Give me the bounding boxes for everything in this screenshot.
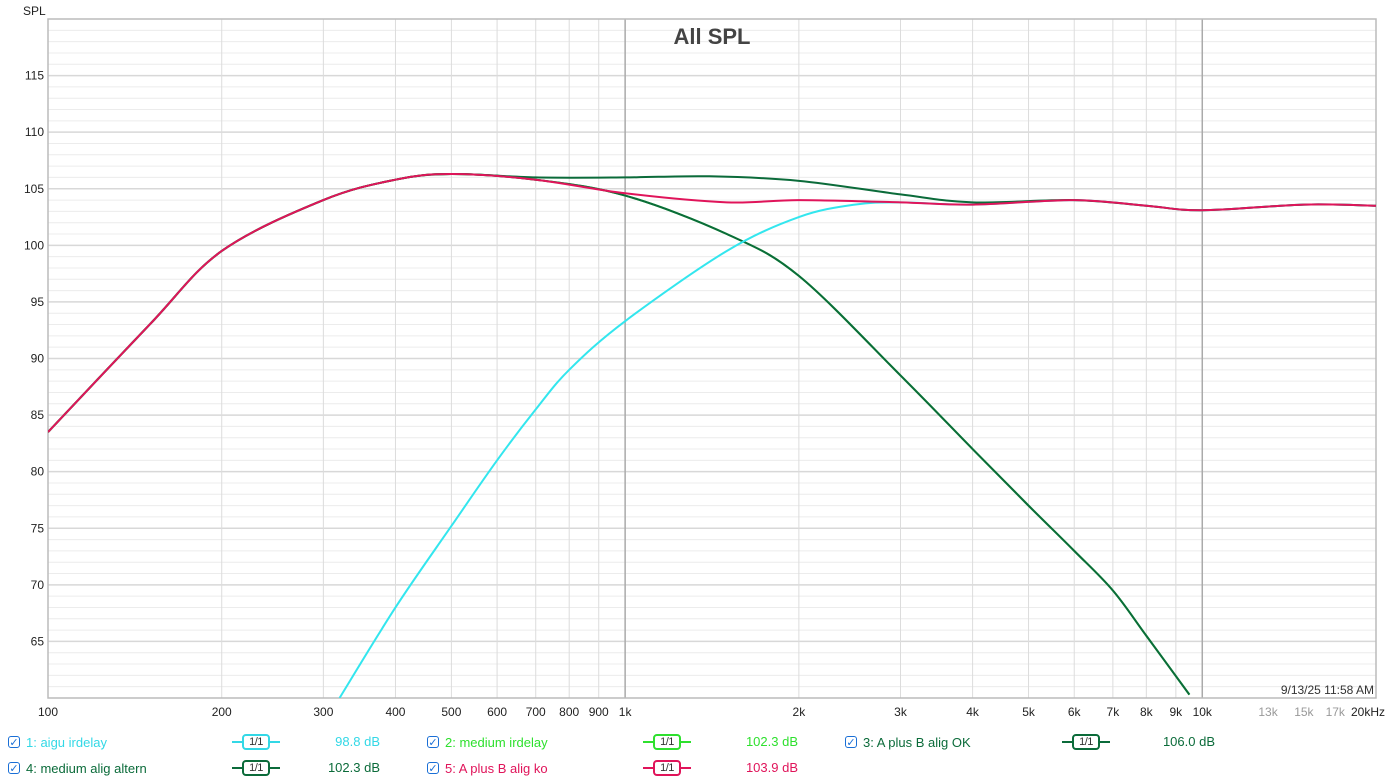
- x-tick-label: 8k: [1140, 705, 1154, 719]
- y-tick-label: 100: [24, 238, 44, 252]
- x-tick-label: 800: [559, 705, 579, 719]
- x-tick-label: 17k: [1326, 705, 1346, 719]
- smoothing-label: 1/1: [242, 734, 270, 750]
- legend-value: 98.8 dB: [335, 734, 380, 749]
- smoothing-button[interactable]: 1/1: [643, 758, 691, 778]
- legend-checkbox[interactable]: ✓: [845, 736, 857, 749]
- legend-label: 1: aigu irdelay: [26, 734, 107, 750]
- legend-checkbox[interactable]: ✓: [427, 736, 439, 749]
- smoothing-label: 1/1: [242, 760, 270, 776]
- x-tick-label: 1k: [619, 705, 633, 719]
- series-line: [48, 173, 1376, 433]
- y-tick-label: 80: [31, 465, 45, 479]
- smoothing-button[interactable]: 1/1: [232, 732, 280, 752]
- y-tick-label: 75: [31, 521, 45, 535]
- legend-item: ✓ 5: A plus B alig ko: [427, 758, 548, 778]
- x-tick-label: 600: [487, 705, 507, 719]
- curves: [48, 173, 1376, 698]
- line-swatch: [681, 741, 691, 743]
- legend-value: 102.3 dB: [327, 760, 380, 775]
- legend-value: 103.9 dB: [745, 760, 798, 775]
- y-tick-label: 85: [31, 408, 45, 422]
- x-tick-label: 5k: [1022, 705, 1036, 719]
- legend-label: 4: medium alig altern: [26, 760, 147, 776]
- x-tick-label: 3k: [894, 705, 908, 719]
- x-tick-label: 20kHz: [1351, 705, 1385, 719]
- grid: [47, 18, 1377, 699]
- plot-frame: [47, 18, 1377, 699]
- y-tick-label: 115: [25, 69, 44, 83]
- x-tick-label: 9k: [1170, 705, 1184, 719]
- smoothing-button[interactable]: 1/1: [1062, 732, 1110, 752]
- smoothing-label: 1/1: [653, 734, 681, 750]
- smoothing-button[interactable]: 1/1: [232, 758, 280, 778]
- line-swatch: [681, 767, 691, 769]
- x-tick-label: 400: [385, 705, 405, 719]
- smoothing-label: 1/1: [1072, 734, 1100, 750]
- x-tick-label: 2k: [793, 705, 807, 719]
- y-tick-label: 90: [31, 352, 45, 366]
- legend-label: 2: medium irdelay: [445, 734, 548, 750]
- y-tick-label: 65: [31, 634, 45, 648]
- y-axis-label: SPL: [23, 4, 46, 18]
- x-tick-label: 7k: [1107, 705, 1121, 719]
- legend-item: ✓ 3: A plus B alig OK: [845, 732, 971, 752]
- legend-value: 102.3 dB: [745, 734, 798, 749]
- legend-item: ✓ 2: medium irdelay: [427, 732, 548, 752]
- tick-labels: 65 70 75 80 85 90 95 100 105 110 115 100 200 300 400 50…: [24, 69, 1385, 719]
- y-tick-label: 110: [25, 125, 44, 139]
- line-swatch: [643, 767, 653, 769]
- legend-value: 106.0 dB: [1162, 734, 1215, 749]
- legend-label: 5: A plus B alig ko: [445, 760, 548, 776]
- legend-item: ✓ 4: medium alig altern: [8, 758, 147, 778]
- line-swatch: [1100, 741, 1110, 743]
- legend-checkbox[interactable]: ✓: [8, 762, 20, 775]
- line-swatch: [232, 741, 242, 743]
- legend-checkbox[interactable]: ✓: [427, 762, 439, 775]
- x-tick-label: 10k: [1193, 705, 1213, 719]
- y-tick-label: 95: [31, 295, 45, 309]
- line-swatch: [270, 741, 280, 743]
- line-swatch: [232, 767, 242, 769]
- x-tick-label: 15k: [1294, 705, 1314, 719]
- smoothing-button[interactable]: 1/1: [643, 732, 691, 752]
- series-line: [48, 173, 1376, 433]
- x-tick-label: 100: [38, 705, 58, 719]
- x-tick-label: 4k: [966, 705, 980, 719]
- x-tick-label: 200: [212, 705, 232, 719]
- timestamp: 9/13/25 11:58 AM: [1281, 683, 1374, 697]
- y-tick-label: 70: [31, 578, 45, 592]
- y-tick-label: 105: [24, 182, 44, 196]
- x-tick-label: 900: [589, 705, 609, 719]
- smoothing-label: 1/1: [653, 760, 681, 776]
- legend-item: ✓ 1: aigu irdelay: [8, 732, 107, 752]
- x-tick-label: 500: [441, 705, 461, 719]
- line-swatch: [643, 741, 653, 743]
- x-tick-label: 13k: [1258, 705, 1278, 719]
- x-tick-label: 6k: [1068, 705, 1082, 719]
- chart-title: All SPL: [673, 24, 750, 49]
- legend-label: 3: A plus B alig OK: [863, 734, 971, 750]
- legend-checkbox[interactable]: ✓: [8, 736, 20, 749]
- line-swatch: [270, 767, 280, 769]
- x-tick-label: 300: [313, 705, 333, 719]
- line-swatch: [1062, 741, 1072, 743]
- x-tick-label: 700: [526, 705, 546, 719]
